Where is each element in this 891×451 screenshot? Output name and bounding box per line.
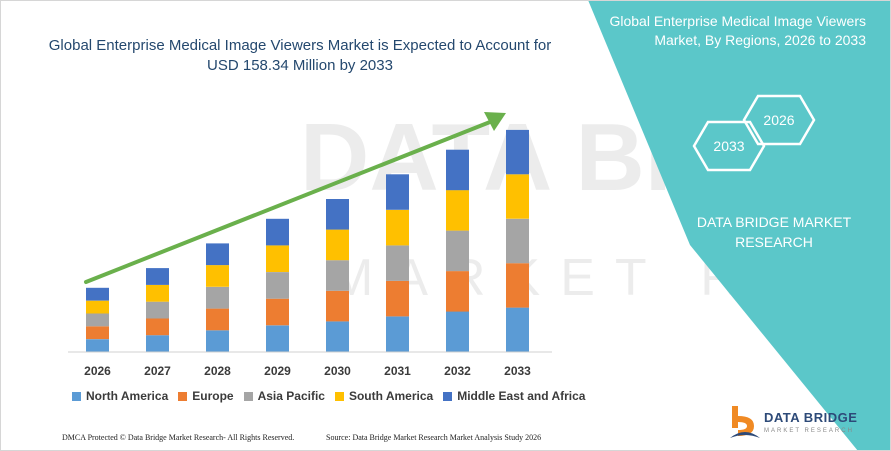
bar-segment-asia-pacific-2031 xyxy=(386,245,409,281)
panel-brand-text: DATA BRIDGE MARKET RESEARCH xyxy=(696,214,852,250)
footer-source: Source: Data Bridge Market Research Mark… xyxy=(326,433,542,442)
bar-segment-middle-east-and-africa-2027 xyxy=(146,268,169,285)
bar-segment-europe-2026 xyxy=(86,326,109,340)
x-tick-label-2030: 2030 xyxy=(324,364,351,378)
bar-segment-south-america-2032 xyxy=(446,190,469,231)
legend-swatch xyxy=(72,391,81,401)
bar-segment-europe-2032 xyxy=(446,271,469,312)
hex-label-right: 2026 xyxy=(763,112,795,128)
footer-copyright: DMCA Protected © Data Bridge Market Rese… xyxy=(62,433,295,442)
legend-item-europe: Europe xyxy=(178,389,234,403)
trend-arrow-line xyxy=(84,120,492,284)
chart-title: Global Enterprise Medical Image Viewers … xyxy=(48,37,552,74)
bar-segment-asia-pacific-2033 xyxy=(506,218,529,264)
bar-segment-europe-2030 xyxy=(326,290,349,322)
bar-segment-middle-east-and-africa-2029 xyxy=(266,218,289,246)
logo-name: DATA BRIDGE xyxy=(764,410,858,425)
bar-segment-middle-east-and-africa-2026 xyxy=(86,287,109,301)
bar-segment-north-america-2032 xyxy=(446,311,469,352)
x-tick-label-2032: 2032 xyxy=(444,364,471,378)
bar-segment-europe-2028 xyxy=(206,308,229,331)
hexagon-2026: 2026 xyxy=(742,94,816,146)
bar-segment-europe-2027 xyxy=(146,318,169,336)
bar-segment-middle-east-and-africa-2030 xyxy=(326,199,349,230)
legend-label: Europe xyxy=(192,389,234,403)
x-tick-label-2026: 2026 xyxy=(84,364,111,378)
hex-label-left: 2033 xyxy=(713,138,745,154)
logo-tagline: MARKET RESEARCH xyxy=(764,428,854,434)
bar-segment-europe-2031 xyxy=(386,280,409,317)
bar-segment-north-america-2029 xyxy=(266,325,289,352)
legend-swatch xyxy=(443,391,453,401)
bar-segment-north-america-2027 xyxy=(146,335,169,352)
bar-segment-south-america-2030 xyxy=(326,229,349,261)
bar-segment-south-america-2027 xyxy=(146,284,169,302)
bar-segment-north-america-2031 xyxy=(386,316,409,352)
bar-segment-north-america-2033 xyxy=(506,307,529,352)
bar-segment-middle-east-and-africa-2028 xyxy=(206,243,229,266)
legend-item-asia-pacific: Asia Pacific xyxy=(243,389,325,403)
logo-mark-icon xyxy=(730,406,760,438)
bar-segment-south-america-2031 xyxy=(386,209,409,246)
legend-item-north-america: North America xyxy=(72,389,168,403)
bar-segment-north-america-2026 xyxy=(86,339,109,352)
legend-label: Asia Pacific xyxy=(257,389,325,403)
legend-label: North America xyxy=(86,389,169,403)
x-tick-label-2028: 2028 xyxy=(204,364,231,378)
legend-swatch xyxy=(243,391,253,401)
hexagon-icon xyxy=(692,120,766,172)
bar-segment-south-america-2026 xyxy=(86,300,109,314)
legend-swatch xyxy=(334,391,344,401)
hexagon-icon xyxy=(742,94,816,146)
panel-heading: Global Enterprise Medical Image Viewers … xyxy=(609,13,866,48)
legend-swatch xyxy=(178,391,188,401)
bar-segment-middle-east-and-africa-2031 xyxy=(386,174,409,210)
x-tick-label-2027: 2027 xyxy=(144,364,171,378)
x-tick-label-2029: 2029 xyxy=(264,364,291,378)
trend-arrow-head-icon xyxy=(484,112,506,131)
bar-segment-south-america-2033 xyxy=(506,174,529,219)
company-logo: DATA BRIDGE MARKET RESEARCH xyxy=(728,404,868,446)
legend-item-south-america: South America xyxy=(334,389,434,403)
chart-legend: North America Europe Asia Pacific South Ame… xyxy=(72,388,595,404)
legend-label: Middle East and Africa xyxy=(457,389,586,403)
bar-segment-asia-pacific-2027 xyxy=(146,301,169,319)
x-tick-label-2033: 2033 xyxy=(504,364,531,378)
legend-item-middle-east-and-africa: Middle East and Africa xyxy=(443,389,585,403)
bar-segment-middle-east-and-africa-2033 xyxy=(506,129,529,175)
x-tick-label-2031: 2031 xyxy=(384,364,411,378)
bar-segment-south-america-2028 xyxy=(206,265,229,287)
bar-segment-asia-pacific-2029 xyxy=(266,272,289,299)
bar-segment-asia-pacific-2026 xyxy=(86,313,109,327)
hexagon-2033: 2033 xyxy=(692,120,766,172)
bar-segment-europe-2033 xyxy=(506,263,529,308)
bar-segment-europe-2029 xyxy=(266,298,289,326)
legend-label: South America xyxy=(348,389,434,403)
bar-segment-asia-pacific-2032 xyxy=(446,230,469,272)
bar-segment-south-america-2029 xyxy=(266,245,289,272)
bar-segment-north-america-2030 xyxy=(326,321,349,352)
bar-segment-asia-pacific-2030 xyxy=(326,260,349,291)
bar-segment-north-america-2028 xyxy=(206,330,229,352)
bar-segment-middle-east-and-africa-2032 xyxy=(446,149,469,191)
bar-segment-asia-pacific-2028 xyxy=(206,286,229,309)
